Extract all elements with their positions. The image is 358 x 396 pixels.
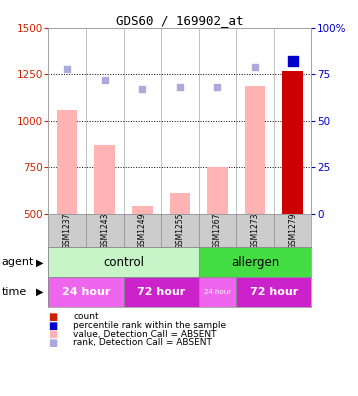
Point bbox=[140, 86, 145, 92]
Title: GDS60 / 169902_at: GDS60 / 169902_at bbox=[116, 13, 244, 27]
Text: GSM1255: GSM1255 bbox=[175, 212, 184, 249]
Text: agent: agent bbox=[2, 257, 34, 267]
Text: time: time bbox=[2, 287, 27, 297]
Text: value, Detection Call = ABSENT: value, Detection Call = ABSENT bbox=[73, 330, 217, 339]
Text: ■: ■ bbox=[48, 338, 58, 348]
Bar bbox=[236, 277, 311, 307]
Text: ■: ■ bbox=[48, 320, 58, 331]
Text: GSM1243: GSM1243 bbox=[100, 212, 109, 249]
Bar bbox=[207, 167, 228, 214]
Bar bbox=[124, 277, 199, 307]
Text: ■: ■ bbox=[48, 312, 58, 322]
Bar bbox=[57, 110, 77, 214]
Bar bbox=[95, 145, 115, 214]
Text: GSM1249: GSM1249 bbox=[138, 212, 147, 249]
Text: rank, Detection Call = ABSENT: rank, Detection Call = ABSENT bbox=[73, 339, 212, 347]
Bar bbox=[170, 193, 190, 214]
Text: ▶: ▶ bbox=[36, 287, 43, 297]
Text: GSM1267: GSM1267 bbox=[213, 212, 222, 249]
Point bbox=[177, 84, 183, 90]
Text: percentile rank within the sample: percentile rank within the sample bbox=[73, 321, 227, 330]
Text: GSM1273: GSM1273 bbox=[251, 212, 260, 249]
Text: ▶: ▶ bbox=[36, 257, 43, 267]
Point bbox=[252, 64, 258, 70]
Text: GSM1279: GSM1279 bbox=[288, 212, 297, 249]
Text: ■: ■ bbox=[48, 329, 58, 339]
Bar bbox=[48, 248, 199, 277]
Bar bbox=[132, 206, 153, 214]
Bar bbox=[48, 277, 124, 307]
Point bbox=[64, 65, 70, 72]
Bar bbox=[199, 248, 311, 277]
Text: GSM1237: GSM1237 bbox=[63, 212, 72, 249]
Point bbox=[214, 84, 220, 90]
Point bbox=[290, 58, 295, 65]
Bar bbox=[245, 86, 265, 214]
Point bbox=[102, 77, 108, 83]
Text: allergen: allergen bbox=[231, 256, 279, 269]
Text: 72 hour: 72 hour bbox=[250, 287, 298, 297]
Text: 24 hour: 24 hour bbox=[62, 287, 110, 297]
Text: control: control bbox=[103, 256, 144, 269]
Text: 24 hour: 24 hour bbox=[204, 289, 231, 295]
Text: 72 hour: 72 hour bbox=[137, 287, 185, 297]
Bar bbox=[282, 71, 303, 214]
Text: count: count bbox=[73, 312, 99, 321]
Bar bbox=[199, 277, 236, 307]
